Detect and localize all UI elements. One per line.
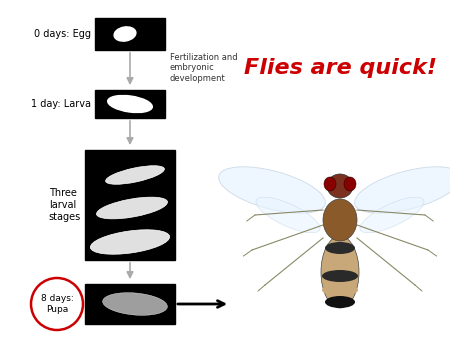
Text: Fertilization and
embryonic
development: Fertilization and embryonic development [170,53,238,83]
Text: 1 day: Larva: 1 day: Larva [31,99,91,109]
Ellipse shape [323,199,357,241]
Ellipse shape [90,230,170,254]
Ellipse shape [355,167,450,213]
Ellipse shape [108,95,152,113]
Ellipse shape [324,177,336,191]
Text: 0 days: Egg: 0 days: Egg [34,29,91,39]
Ellipse shape [325,242,355,254]
Text: Three
larval
stages: Three larval stages [49,188,81,222]
Ellipse shape [322,284,358,296]
Bar [85,284,175,324]
Ellipse shape [325,296,355,308]
Ellipse shape [322,270,358,282]
Ellipse shape [256,197,320,233]
Ellipse shape [114,27,136,41]
Bar [95,90,165,118]
Text: 8 days:
Pupa: 8 days: Pupa [40,294,73,314]
Ellipse shape [106,166,164,184]
Ellipse shape [103,293,167,315]
Ellipse shape [344,177,356,191]
Ellipse shape [327,174,353,198]
Ellipse shape [96,197,167,219]
Bar [85,150,175,260]
Text: Flies are quick!: Flies are quick! [243,58,436,78]
Ellipse shape [321,236,359,308]
Bar [95,18,165,50]
Ellipse shape [360,197,424,233]
Ellipse shape [219,167,325,213]
Ellipse shape [323,256,357,268]
